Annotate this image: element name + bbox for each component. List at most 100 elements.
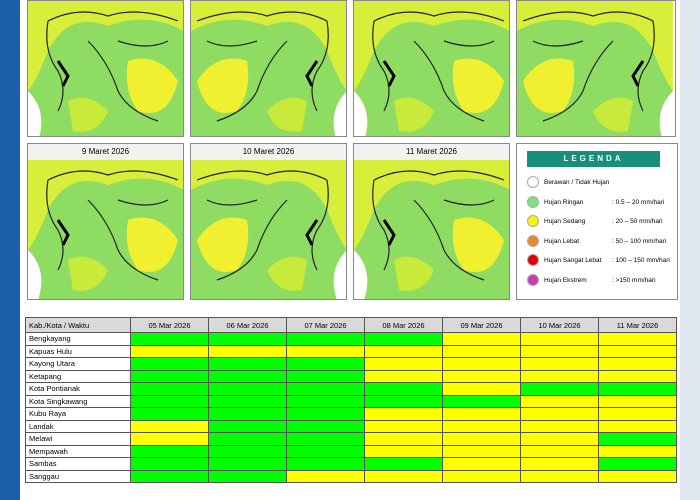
- forecast-cell: [364, 469, 443, 483]
- map: 11 Maret 2026: [353, 143, 510, 300]
- forecast-cell: [364, 369, 443, 383]
- region-name: Sanggau: [25, 469, 131, 483]
- forecast-cell: [442, 432, 521, 446]
- map-image: [28, 1, 183, 136]
- forecast-cell: [286, 469, 365, 483]
- forecast-cell: [130, 469, 209, 483]
- map: [190, 0, 347, 137]
- forecast-cell: [520, 444, 599, 458]
- legend-item: Hujan Ekstrem : >150 mm/hari: [527, 273, 672, 288]
- forecast-cell: [286, 432, 365, 446]
- forecast-cell: [442, 419, 521, 433]
- forecast-cell: [520, 357, 599, 371]
- forecast-cell: [208, 407, 287, 421]
- table-row: Mempawah: [25, 444, 677, 458]
- forecast-cell: [598, 407, 677, 421]
- map: [353, 0, 510, 137]
- table-row: Kapuas Hulu: [25, 344, 677, 358]
- forecast-cell: [442, 369, 521, 383]
- forecast-cell: [364, 332, 443, 346]
- forecast-cell: [208, 344, 287, 358]
- column-header: 11 Mar 2026: [598, 317, 677, 333]
- forecast-cell: [520, 457, 599, 471]
- region-name: Landak: [25, 419, 131, 433]
- region-name: Mempawah: [25, 444, 131, 458]
- legend-item: Hujan Lebat: 50 – 100 mm/hari: [527, 234, 672, 249]
- column-header: 06 Mar 2026: [208, 317, 287, 333]
- legend-label: Hujan Sangat Lebat: [544, 257, 602, 264]
- forecast-cell: [364, 407, 443, 421]
- region-name: Kota Pontianak: [25, 382, 131, 396]
- forecast-cell: [286, 382, 365, 396]
- forecast-cell: [598, 357, 677, 371]
- table-row: Sambas: [25, 457, 677, 471]
- forecast-cell: [364, 382, 443, 396]
- legend-dot: [527, 215, 539, 227]
- legend-range: : 0.5 – 20 mm/hari: [612, 198, 665, 206]
- forecast-cell: [208, 432, 287, 446]
- map-image: [517, 1, 675, 136]
- forecast-cell: [520, 432, 599, 446]
- legend-dot: [527, 234, 539, 247]
- forecast-cell: [286, 394, 365, 408]
- map-image: [28, 160, 183, 299]
- forecast-cell: [598, 369, 677, 383]
- forecast-cell: [208, 382, 287, 396]
- legend-dot: [527, 254, 539, 266]
- forecast-cell: [208, 357, 287, 371]
- forecast-cell: [286, 419, 365, 433]
- forecast-cell: [520, 407, 599, 421]
- forecast-cell: [520, 419, 599, 433]
- forecast-cell: [442, 344, 521, 358]
- forecast-cell: [286, 369, 365, 383]
- forecast-cell: [598, 444, 677, 458]
- forecast-cell: [442, 394, 521, 408]
- region-name: Kota Singkawang: [25, 394, 131, 408]
- forecast-cell: [364, 344, 443, 358]
- forecast-cell: [520, 382, 599, 396]
- forecast-cell: [364, 432, 443, 446]
- forecast-cell: [130, 444, 209, 458]
- forecast-cell: [364, 394, 443, 408]
- forecast-cell: [442, 469, 521, 483]
- legend-range: : 100 – 150 mm/hari: [612, 257, 670, 264]
- table-row: Kayong Utara: [25, 357, 677, 371]
- forecast-cell: [208, 457, 287, 471]
- legend-title: LEGENDA: [527, 151, 660, 167]
- forecast-cell: [286, 357, 365, 371]
- forecast-cell: [364, 444, 443, 458]
- map-title: 10 Maret 2026: [191, 144, 346, 160]
- forecast-cell: [286, 444, 365, 458]
- forecast-cell: [130, 407, 209, 421]
- forecast-cell: [598, 469, 677, 483]
- forecast-cell: [208, 444, 287, 458]
- map-title: 11 Maret 2026: [354, 144, 509, 160]
- forecast-cell: [208, 419, 287, 433]
- forecast-cell: [598, 332, 677, 346]
- forecast-cell: [130, 394, 209, 408]
- map-image: [191, 160, 346, 299]
- forecast-cell: [442, 332, 521, 346]
- table-row: Melawi: [25, 432, 677, 446]
- forecast-cell: [130, 369, 209, 383]
- column-header: 08 Mar 2026: [364, 317, 443, 333]
- forecast-cell: [208, 332, 287, 346]
- side-strip: [680, 0, 700, 500]
- legend-item: Hujan Sedang: 20 – 50 mm/hari: [527, 215, 672, 229]
- legend-label: Hujan Ekstrem: [544, 276, 587, 284]
- map: 10 Maret 2026: [190, 143, 347, 300]
- forecast-cell: [520, 344, 599, 358]
- legend-range: : >150 mm/hari: [612, 276, 656, 284]
- forecast-cell: [130, 432, 209, 446]
- forecast-cell: [130, 419, 209, 433]
- region-name: Sambas: [25, 457, 131, 471]
- map-image: [354, 1, 509, 136]
- legend-dot: [527, 176, 539, 188]
- region-name: Ketapang: [25, 369, 131, 383]
- forecast-cell: [208, 394, 287, 408]
- legend-label: Hujan Ringan: [544, 198, 584, 206]
- forecast-cell: [364, 419, 443, 433]
- forecast-cell: [598, 394, 677, 408]
- table-row: Kota Pontianak: [25, 382, 677, 396]
